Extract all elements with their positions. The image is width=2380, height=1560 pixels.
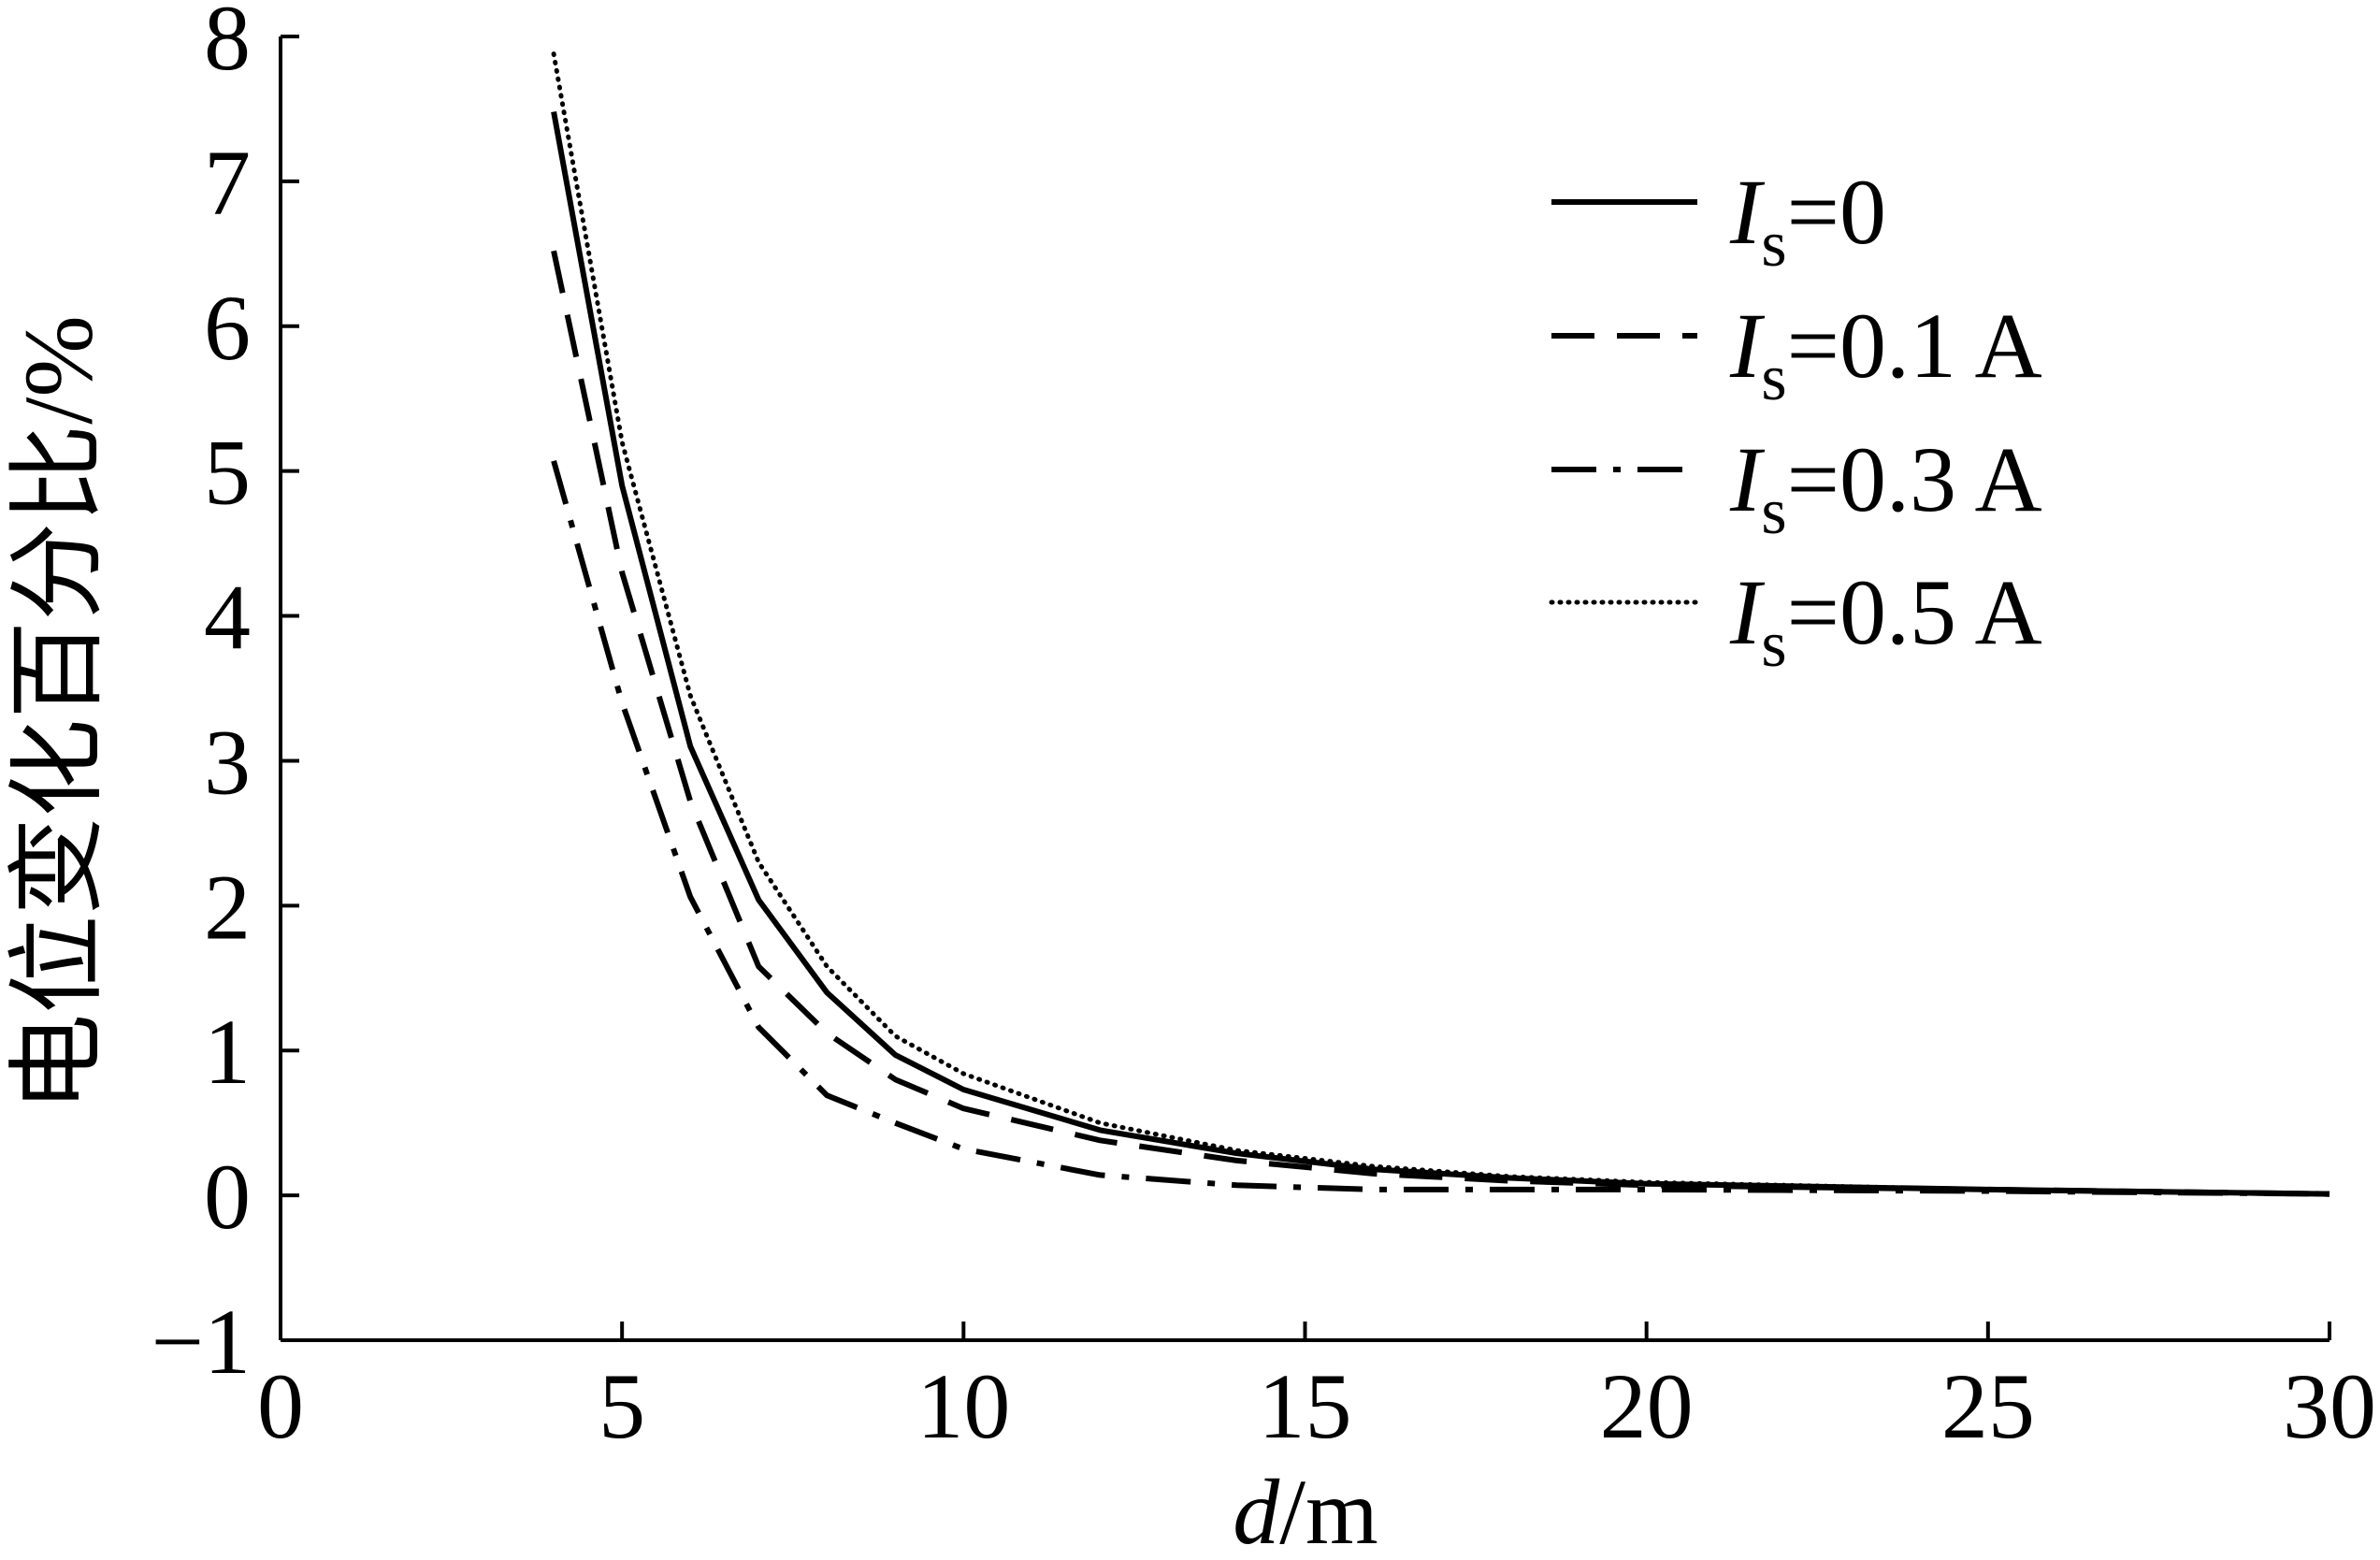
series-line-3 <box>551 51 2332 1197</box>
x-tick-label: 25 <box>1941 1354 2035 1458</box>
y-tick-label: 1 <box>204 1000 251 1104</box>
legend: Is=0 Is=0.1 A Is=0.3 A Is=0.5 A <box>1549 160 2042 681</box>
legend-label: Is=0.1 A <box>1729 294 2042 414</box>
x-tick-label: 30 <box>2283 1354 2376 1458</box>
series-line-2 <box>551 459 2330 1197</box>
x-axis-label-unit: /m <box>1279 1460 1378 1560</box>
y-tick-label: 3 <box>204 710 251 814</box>
y-tick-label: 4 <box>204 566 251 670</box>
x-tick-label: 5 <box>599 1354 645 1458</box>
series-line-0 <box>551 110 2330 1197</box>
x-axis-label-variable: d <box>1233 1460 1280 1560</box>
x-tick-label: 20 <box>1600 1354 1694 1458</box>
legend-item-is-0-3a: Is=0.3 A <box>1551 427 2042 548</box>
legend-label: Is=0 <box>1729 160 1886 281</box>
y-tick-label: 2 <box>204 855 251 959</box>
legend-label: Is=0.5 A <box>1729 560 2042 681</box>
x-tick-label: 15 <box>1259 1354 1352 1458</box>
x-axis-label: d/m <box>1233 1460 1378 1560</box>
y-tick-label: 6 <box>204 276 251 380</box>
legend-label: Is=0.3 A <box>1729 427 2042 548</box>
y-tick-label: 5 <box>204 421 251 525</box>
series-line-1 <box>551 250 2330 1197</box>
legend-item-is-0-1a: Is=0.1 A <box>1551 294 2042 414</box>
legend-item-is-0-5a: Is=0.5 A <box>1549 560 2042 681</box>
y-axis-label: 电位变化百分比/% <box>4 315 113 1112</box>
y-tick-label: −1 <box>151 1290 251 1394</box>
axes <box>279 36 2330 1342</box>
x-tick-label: 0 <box>257 1354 304 1458</box>
series-layer <box>551 51 2332 1197</box>
y-tick-label: 7 <box>204 131 251 235</box>
y-tick-label: 8 <box>204 0 251 90</box>
x-tick-label: 10 <box>916 1354 1010 1458</box>
y-tick-label: 0 <box>204 1145 251 1249</box>
legend-item-is-0: Is=0 <box>1551 160 1886 281</box>
